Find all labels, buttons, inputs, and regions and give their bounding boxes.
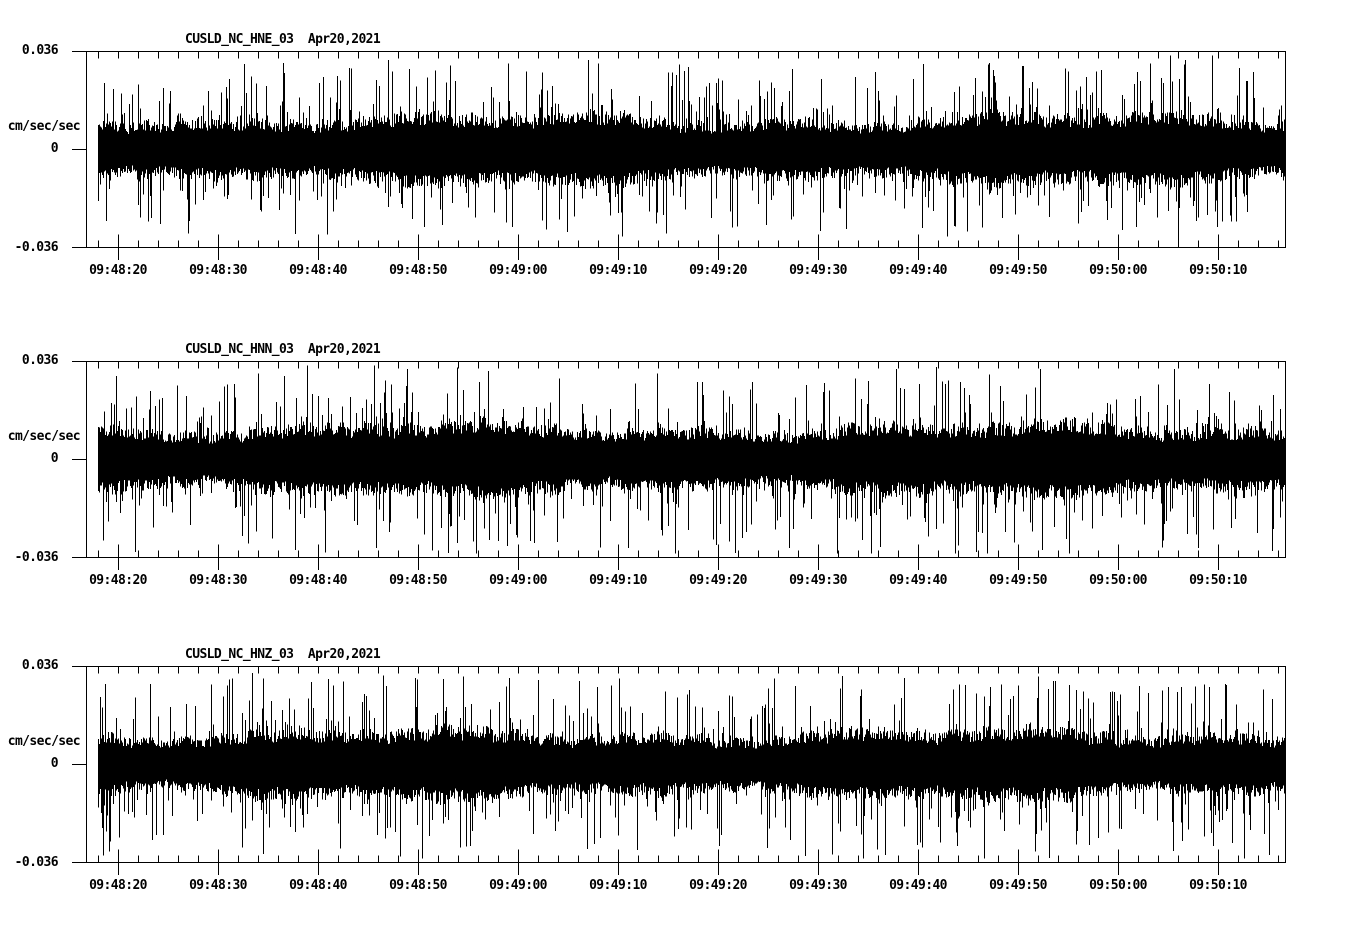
time-tick-label: 09:48:20 bbox=[89, 878, 147, 893]
time-tick-label: 09:49:10 bbox=[589, 573, 647, 588]
y-axis-units-label: cm/sec/sec bbox=[7, 429, 81, 444]
time-tick-label: 09:48:40 bbox=[289, 263, 347, 278]
time-tick-label: 09:49:30 bbox=[789, 263, 847, 278]
seismogram-panel-hne: CUSLD_NC_HNE_03 Apr20,2021 0.036 cm/sec/… bbox=[0, 32, 1358, 311]
time-tick-label: 09:50:10 bbox=[1189, 263, 1247, 278]
y-tick-label-top: 0.036 bbox=[21, 658, 59, 673]
time-tick-label: 09:48:20 bbox=[89, 263, 147, 278]
y-tick-label-top: 0.036 bbox=[21, 43, 59, 58]
time-tick-label: 09:49:30 bbox=[789, 878, 847, 893]
seismogram-panel-hnz: CUSLD_NC_HNZ_03 Apr20,2021 0.036 cm/sec/… bbox=[0, 647, 1358, 926]
time-tick-label: 09:49:40 bbox=[889, 878, 947, 893]
time-tick-label: 09:48:30 bbox=[189, 573, 247, 588]
time-tick-label: 09:49:10 bbox=[589, 263, 647, 278]
trace-title-hnn: CUSLD_NC_HNN_03 Apr20,2021 bbox=[185, 342, 381, 357]
time-tick-label: 09:48:40 bbox=[289, 878, 347, 893]
time-tick-label: 09:49:00 bbox=[489, 263, 547, 278]
waveform-plot-hne bbox=[72, 51, 1286, 260]
y-axis-units-label: cm/sec/sec bbox=[7, 119, 81, 134]
y-tick-label-bottom: -0.036 bbox=[14, 240, 59, 255]
trace-title-hne: CUSLD_NC_HNE_03 Apr20,2021 bbox=[185, 32, 381, 47]
time-axis-labels: 09:48:20 09:48:30 09:48:40 09:48:50 09:4… bbox=[86, 263, 1286, 279]
time-tick-label: 09:48:30 bbox=[189, 263, 247, 278]
y-tick-label-bottom: -0.036 bbox=[14, 855, 59, 870]
trace-title-hnz: CUSLD_NC_HNZ_03 Apr20,2021 bbox=[185, 647, 381, 662]
y-axis-units-label: cm/sec/sec bbox=[7, 734, 81, 749]
time-tick-label: 09:49:40 bbox=[889, 263, 947, 278]
time-tick-label: 09:49:50 bbox=[989, 878, 1047, 893]
y-tick-label-zero: 0 bbox=[50, 451, 59, 466]
time-tick-label: 09:49:20 bbox=[689, 263, 747, 278]
time-axis-labels: 09:48:20 09:48:30 09:48:40 09:48:50 09:4… bbox=[86, 878, 1286, 894]
time-tick-label: 09:50:10 bbox=[1189, 573, 1247, 588]
time-tick-label: 09:48:20 bbox=[89, 573, 147, 588]
time-tick-label: 09:49:50 bbox=[989, 263, 1047, 278]
seismogram-panel-hnn: CUSLD_NC_HNN_03 Apr20,2021 0.036 cm/sec/… bbox=[0, 342, 1358, 621]
y-tick-label-zero: 0 bbox=[50, 756, 59, 771]
axis-tick-marks bbox=[72, 361, 1279, 570]
axis-tick-marks bbox=[72, 51, 1279, 260]
y-tick-label-zero: 0 bbox=[50, 141, 59, 156]
axis-tick-marks bbox=[72, 666, 1279, 875]
time-tick-label: 09:50:00 bbox=[1089, 878, 1147, 893]
time-tick-label: 09:48:50 bbox=[389, 573, 447, 588]
time-tick-label: 09:50:00 bbox=[1089, 573, 1147, 588]
waveform-trace-hnz bbox=[98, 673, 1286, 859]
time-tick-label: 09:49:00 bbox=[489, 573, 547, 588]
time-axis-labels: 09:48:20 09:48:30 09:48:40 09:48:50 09:4… bbox=[86, 573, 1286, 589]
time-tick-label: 09:48:50 bbox=[389, 878, 447, 893]
time-tick-label: 09:49:10 bbox=[589, 878, 647, 893]
time-tick-label: 09:50:00 bbox=[1089, 263, 1147, 278]
waveform-plot-hnz bbox=[72, 666, 1286, 875]
time-tick-label: 09:49:00 bbox=[489, 878, 547, 893]
time-tick-label: 09:49:30 bbox=[789, 573, 847, 588]
y-tick-label-top: 0.036 bbox=[21, 353, 59, 368]
time-tick-label: 09:49:50 bbox=[989, 573, 1047, 588]
waveform-trace-hne bbox=[98, 55, 1286, 244]
time-tick-label: 09:48:50 bbox=[389, 263, 447, 278]
time-tick-label: 09:50:10 bbox=[1189, 878, 1247, 893]
waveform-trace-hnn bbox=[98, 365, 1286, 554]
time-tick-label: 09:49:40 bbox=[889, 573, 947, 588]
y-tick-label-bottom: -0.036 bbox=[14, 550, 59, 565]
time-tick-label: 09:48:40 bbox=[289, 573, 347, 588]
time-tick-label: 09:48:30 bbox=[189, 878, 247, 893]
time-tick-label: 09:49:20 bbox=[689, 573, 747, 588]
time-tick-label: 09:49:20 bbox=[689, 878, 747, 893]
waveform-plot-hnn bbox=[72, 361, 1286, 570]
